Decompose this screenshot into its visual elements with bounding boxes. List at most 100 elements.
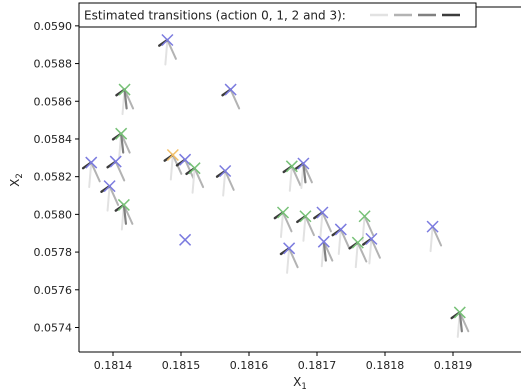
transition-arrow-action-0 [279, 211, 284, 238]
marker-stroke [351, 236, 364, 249]
transition-arrow-action-0 [169, 153, 174, 181]
transition-arrow-action-1 [431, 225, 443, 247]
marker-stroke [224, 83, 237, 96]
transition-arrow-action-0 [319, 211, 324, 238]
marker-stroke [219, 164, 232, 178]
marker-stroke [179, 153, 192, 166]
x-tick-label: 0.1816 [230, 359, 269, 372]
y-ticks: 0.0574 0.0576 0.0578 0.0580 0.0582 0.0584 0.05… [34, 20, 79, 334]
marker-stroke [117, 198, 130, 211]
x-tick-label: 0.1817 [298, 359, 337, 372]
y-tick-label: 0.0576 [34, 284, 73, 297]
y-axis-label: X2 [8, 173, 25, 187]
transition-arrow-action-1 [363, 215, 375, 237]
transition-arrow-action-1 [304, 215, 315, 237]
transition-arrow-action-2 [322, 240, 327, 262]
transition-arrow-action-1 [321, 211, 332, 233]
transition-arrow-action-1 [356, 241, 368, 263]
marker-stroke [115, 127, 128, 140]
state-marker-blue [224, 83, 237, 96]
marker-stroke [276, 206, 290, 219]
marker-stroke [283, 242, 296, 255]
state-marker-blue [334, 223, 347, 236]
marker-stroke [316, 206, 329, 219]
transition-arrow-action-1 [90, 161, 101, 183]
transition-arrow-action-2 [458, 311, 463, 333]
state-marker-green [276, 206, 290, 219]
y-tick-label: 0.0588 [34, 58, 73, 71]
x-axis-label: X1 [293, 375, 307, 392]
marker-stroke [85, 156, 98, 169]
state-marker-blue [85, 156, 98, 169]
state-marker-orange [166, 148, 179, 162]
transition-arrow-action-0 [429, 225, 434, 253]
transition-arrow-action-0 [286, 247, 291, 274]
y-tick-label: 0.0590 [34, 20, 73, 33]
state-marker-green [188, 162, 201, 175]
state-marker-blue [365, 232, 378, 245]
transition-arrow-action-1 [339, 228, 351, 250]
transition-arrow-action-0 [368, 237, 373, 265]
state-marker-blue [317, 235, 330, 248]
transition-arrow-action-0 [288, 165, 293, 192]
transition-arrow-action-1 [229, 88, 241, 110]
transition-arrow-action-1 [114, 160, 126, 182]
transition-arrow-action-0 [88, 161, 93, 189]
transition-arrow-action-0 [164, 38, 169, 66]
transition-arrow-action-0 [106, 185, 111, 212]
x-tick-label: 0.1819 [434, 359, 473, 372]
state-marker-green [115, 127, 128, 140]
transition-arrow-action-0 [361, 215, 366, 242]
x-ticks: 0.1814 0.1815 0.1816 0.1817 0.1818 0.1819 [94, 352, 473, 372]
y-tick-label: 0.0584 [34, 133, 73, 146]
state-marker-green [358, 210, 371, 223]
state-marker-green [351, 236, 364, 249]
marker-stroke [334, 223, 347, 236]
marker-stroke [426, 220, 439, 233]
state-marker-green [285, 160, 298, 173]
data-marks [81, 33, 470, 338]
marker-stroke [179, 233, 192, 246]
x-tick-label: 0.1814 [94, 359, 133, 372]
marker-stroke [453, 306, 466, 319]
transition-arrow-action-2 [120, 132, 125, 154]
marker-stroke [317, 235, 330, 248]
marker-stroke [103, 180, 116, 193]
x-tick-label: 0.1818 [366, 359, 405, 372]
x-tick-label: 0.1815 [162, 359, 201, 372]
marker-stroke [358, 210, 371, 223]
transition-arrow-action-1 [108, 185, 120, 206]
state-marker-green [453, 306, 466, 319]
marker-stroke [118, 83, 131, 96]
transition-arrow-action-1 [370, 237, 381, 259]
state-marker-blue [283, 242, 296, 255]
y-tick-label: 0.0578 [34, 246, 73, 259]
state-marker-green [118, 83, 131, 96]
transition-arrow-action-1 [193, 167, 205, 189]
transition-arrow-action-1 [288, 247, 299, 269]
state-marker-green [299, 210, 312, 223]
transition-arrow-action-0 [191, 167, 196, 194]
state-marker-blue [426, 220, 439, 233]
y-tick-label: 0.0580 [34, 208, 73, 221]
marker-stroke [299, 210, 312, 223]
transition-arrow-action-0 [354, 241, 359, 269]
transition-arrow-action-2 [122, 203, 128, 225]
transition-arrow-action-0 [222, 170, 227, 197]
transition-arrow-action-1 [224, 170, 235, 191]
transition-arrow-action-2 [302, 162, 307, 184]
state-marker-blue [161, 33, 174, 47]
marker-stroke [285, 160, 298, 173]
state-marker-blue [219, 164, 232, 178]
state-marker-green [117, 198, 130, 211]
marker-stroke [365, 232, 378, 245]
transition-arrow-action-0 [302, 215, 307, 242]
transition-arrow-action-0 [337, 228, 342, 255]
transition-arrow-action-1 [184, 158, 195, 180]
marker-stroke [297, 157, 310, 170]
marker-stroke [188, 162, 201, 175]
y-tick-label: 0.0582 [34, 171, 73, 184]
transition-arrow-action-1 [166, 38, 177, 60]
transition-arrow-action-1 [282, 211, 293, 233]
